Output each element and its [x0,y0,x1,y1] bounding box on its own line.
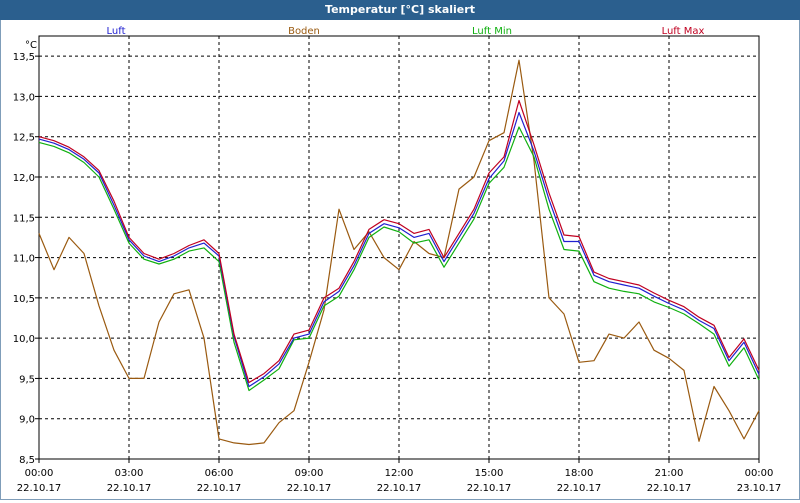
series-line-boden [38,59,760,446]
x-tick-label-time: 00:00 [745,468,774,479]
legend-entry: Luft Min [472,26,512,37]
x-tick-label-date: 22.10.17 [107,483,152,494]
x-tick-label-date: 23.10.17 [737,483,782,494]
y-tick-label: 12,5 [13,133,35,144]
series-line-luft-max [38,99,760,384]
y-tick-label: 8,5 [19,455,35,466]
y-tick-label: 12,0 [13,173,35,184]
x-tick-label-date: 22.10.17 [377,483,422,494]
x-tick-label-time: 15:00 [475,468,504,479]
x-tick-label-date: 22.10.17 [197,483,242,494]
x-tick-label-date: 22.10.17 [287,483,332,494]
y-tick-label: 13,5 [13,52,35,63]
y-tick-label: 11,5 [13,213,35,224]
x-tick-label-date: 22.10.17 [647,483,692,494]
chart-area: 8,5 9,0 9,5 10,0 10,5 11,0 11,5 12,0 12,5 13,0 13,… [0,20,800,500]
y-axis-unit: °C [25,40,37,51]
y-tick-label: 10,5 [13,294,35,305]
x-tick-label-date: 22.10.17 [467,483,512,494]
series-line-luft [38,111,760,388]
x-tick-label-time: 12:00 [385,468,414,479]
x-tick-label-date: 22.10.17 [17,483,62,494]
y-tick-label: 10,0 [13,334,35,345]
x-tick-label-time: 09:00 [295,468,324,479]
x-tick-label-time: 03:00 [115,468,144,479]
legend-entry: Luft Max [662,26,705,37]
window-title: Temperatur [°C] skaliert [0,0,800,20]
x-tick-label-time: 00:00 [25,468,54,479]
x-tick-label-time: 21:00 [655,468,684,479]
y-tick-label: 9,5 [19,374,35,385]
x-tick-label-time: 06:00 [205,468,234,479]
y-tick-label: 11,0 [13,254,35,265]
y-tick-label: 13,0 [13,92,35,103]
legend-entry: Boden [288,26,320,37]
legend-entry: Luft [107,26,126,37]
x-tick-label-date: 22.10.17 [557,483,602,494]
y-tick-label: 9,0 [19,415,35,426]
x-tick-label-time: 18:00 [565,468,594,479]
line-chart: 8,5 9,0 9,5 10,0 10,5 11,0 11,5 12,0 12,5 13,0 13,… [13,26,782,494]
series-line-luft-min [38,126,760,392]
